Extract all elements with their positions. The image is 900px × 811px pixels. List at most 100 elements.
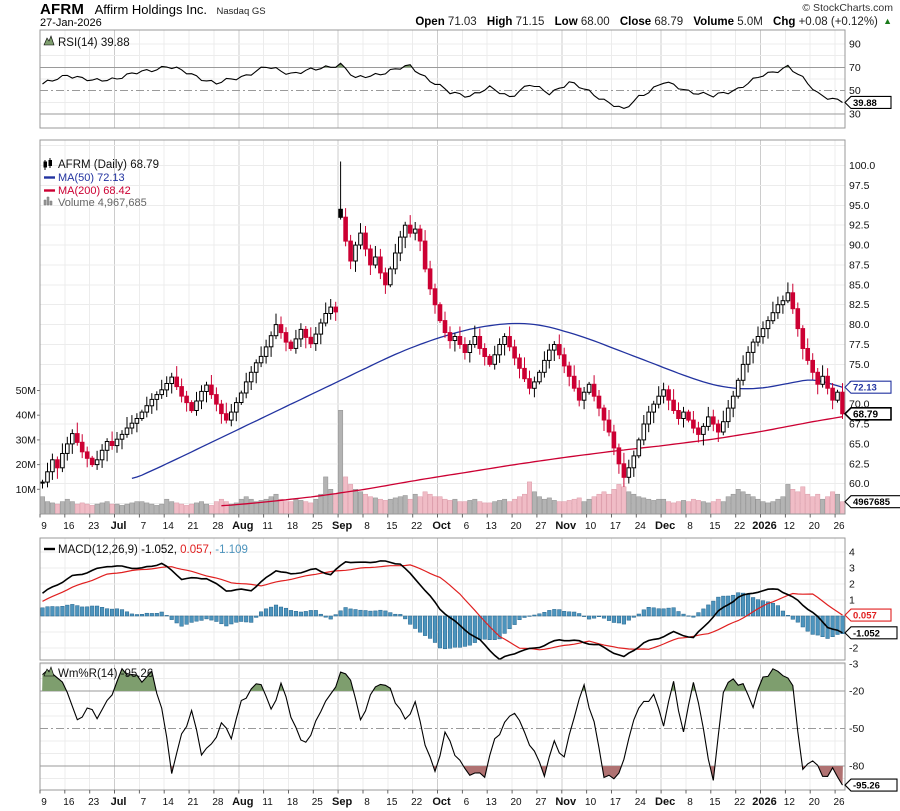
high-value: 71.15 xyxy=(515,16,545,28)
volume-axis-labels: 50M 40M 30M 20M 10M xyxy=(16,385,40,496)
svg-text:95.0: 95.0 xyxy=(849,200,870,212)
svg-text:65.0: 65.0 xyxy=(849,438,870,450)
svg-text:90: 90 xyxy=(849,39,861,51)
svg-text:11: 11 xyxy=(262,521,273,532)
svg-text:10M: 10M xyxy=(16,484,36,496)
svg-text:21: 21 xyxy=(188,521,200,532)
chart-header: AFRM Affirm Holdings Inc. Nasdaq GS © St… xyxy=(0,0,900,30)
svg-text:10: 10 xyxy=(585,521,597,532)
svg-text:-3: -3 xyxy=(849,659,858,671)
svg-text:25: 25 xyxy=(312,521,324,532)
svg-text:4967685: 4967685 xyxy=(853,497,891,508)
svg-text:97.5: 97.5 xyxy=(849,180,870,192)
ma200-line xyxy=(221,416,843,507)
svg-text:72.13: 72.13 xyxy=(853,383,877,394)
low-value: 68.00 xyxy=(580,16,610,28)
grid xyxy=(40,30,845,790)
svg-text:22: 22 xyxy=(411,797,423,808)
svg-text:82.5: 82.5 xyxy=(849,299,870,311)
svg-text:17: 17 xyxy=(610,521,622,532)
candlestick-icon xyxy=(43,158,52,170)
exchange-label: Nasdaq GS xyxy=(216,6,266,17)
svg-text:26: 26 xyxy=(833,521,845,532)
svg-text:15: 15 xyxy=(386,797,398,808)
svg-text:9: 9 xyxy=(41,797,47,808)
open-label: Open xyxy=(415,16,445,28)
value-tag: 72.13 xyxy=(844,380,892,394)
volume-bars-icon xyxy=(43,196,53,206)
rsi-area-icon xyxy=(43,35,55,46)
svg-text:20: 20 xyxy=(511,521,523,532)
svg-text:20: 20 xyxy=(809,521,821,532)
close-value: 68.79 xyxy=(654,16,684,28)
svg-text:6: 6 xyxy=(464,797,470,808)
svg-text:6: 6 xyxy=(464,521,470,532)
svg-text:Oct: Oct xyxy=(432,520,451,532)
svg-text:87.5: 87.5 xyxy=(849,259,870,271)
svg-text:0.057: 0.057 xyxy=(853,611,877,622)
macd-histogram xyxy=(40,592,845,650)
chg-value: +0.08 (+0.12%) xyxy=(798,16,878,28)
svg-text:24: 24 xyxy=(635,521,647,532)
volume-label: Volume xyxy=(693,16,735,28)
svg-text:-80: -80 xyxy=(849,761,864,773)
svg-text:23: 23 xyxy=(88,521,100,532)
svg-text:1: 1 xyxy=(849,595,855,607)
svg-text:8: 8 xyxy=(687,797,693,808)
svg-text:80.0: 80.0 xyxy=(849,319,870,331)
svg-text:-50: -50 xyxy=(849,723,864,735)
value-tag: 4967685 xyxy=(844,495,900,509)
title-row: AFRM Affirm Holdings Inc. Nasdaq GS xyxy=(40,1,266,19)
rsi-line xyxy=(42,62,843,109)
svg-text:30: 30 xyxy=(849,109,861,121)
svg-text:15: 15 xyxy=(709,521,721,532)
svg-text:8: 8 xyxy=(687,521,693,532)
wmr-panel xyxy=(42,667,843,786)
svg-text:-2: -2 xyxy=(849,643,858,655)
svg-text:MA(50) 72.13: MA(50) 72.13 xyxy=(58,172,125,184)
svg-text:4: 4 xyxy=(849,547,855,559)
svg-text:7: 7 xyxy=(141,521,147,532)
value-tag: -1.052 xyxy=(844,626,898,640)
svg-text:14: 14 xyxy=(163,521,175,532)
svg-text:24: 24 xyxy=(635,797,647,808)
svg-text:8: 8 xyxy=(364,521,370,532)
svg-text:9: 9 xyxy=(41,521,47,532)
value-tag: 0.057 xyxy=(844,608,892,622)
chart-date: 27-Jan-2026 xyxy=(40,17,102,29)
svg-text:MA(200) 68.42: MA(200) 68.42 xyxy=(58,185,131,197)
wmr-low-fill xyxy=(170,766,843,786)
chg-label: Chg xyxy=(773,16,796,28)
low-label: Low xyxy=(554,16,578,28)
candlesticks xyxy=(40,161,845,489)
svg-text:7: 7 xyxy=(141,797,147,808)
wmr-high-fill xyxy=(42,668,794,691)
volume-bars xyxy=(40,410,845,515)
moving-averages xyxy=(131,322,843,507)
value-tag: 39.88 xyxy=(844,95,892,110)
svg-text:10: 10 xyxy=(585,797,597,808)
svg-text:67.5: 67.5 xyxy=(849,419,870,431)
svg-text:RSI(14) 39.88: RSI(14) 39.88 xyxy=(58,37,130,49)
svg-text:Aug: Aug xyxy=(232,796,253,808)
svg-text:30M: 30M xyxy=(16,434,36,446)
svg-text:13: 13 xyxy=(486,797,498,808)
svg-text:70: 70 xyxy=(849,62,861,74)
svg-text:-1.052: -1.052 xyxy=(853,628,880,639)
close-label: Close xyxy=(619,16,652,28)
svg-text:16: 16 xyxy=(63,521,75,532)
open-value: 71.03 xyxy=(447,16,477,28)
macd-line xyxy=(42,560,843,661)
svg-text:100.0: 100.0 xyxy=(849,160,875,172)
volume-value: 5.0M xyxy=(737,16,763,28)
svg-text:Aug: Aug xyxy=(232,520,253,532)
ticker-symbol: AFRM xyxy=(40,1,85,18)
threshold-lines xyxy=(40,66,845,767)
svg-text:2: 2 xyxy=(849,579,855,591)
svg-text:-20: -20 xyxy=(849,686,864,698)
high-label: High xyxy=(486,16,513,28)
svg-text:2026: 2026 xyxy=(752,796,776,808)
svg-text:22: 22 xyxy=(734,521,746,532)
